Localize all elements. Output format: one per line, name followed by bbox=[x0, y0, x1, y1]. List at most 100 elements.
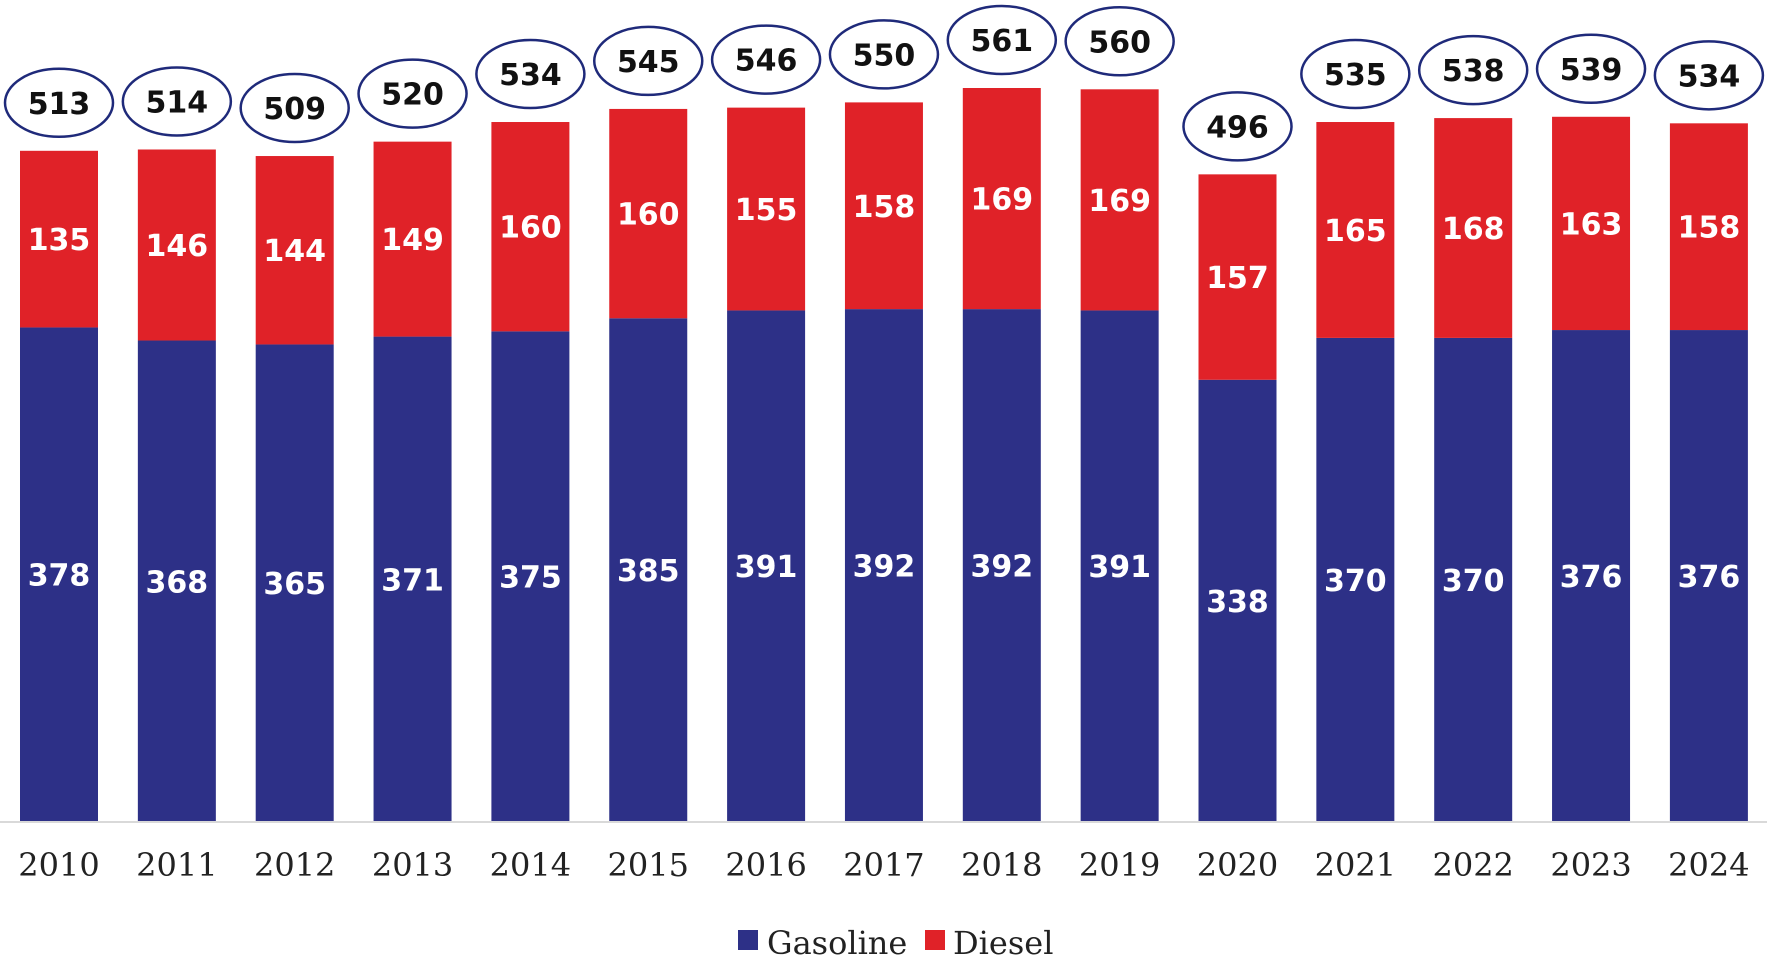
label-diesel-2012: 144 bbox=[263, 234, 326, 269]
total-label-2015: 545 bbox=[617, 45, 680, 80]
bar-gasoline-2019 bbox=[1080, 310, 1159, 822]
x-tick-2013: 2013 bbox=[372, 846, 453, 884]
bar-gasoline-2018 bbox=[962, 309, 1041, 823]
bar-gasoline-2023 bbox=[1552, 330, 1631, 822]
total-label-2017: 550 bbox=[853, 38, 916, 73]
x-tick-2011: 2011 bbox=[136, 846, 217, 884]
x-tick-2023: 2023 bbox=[1550, 846, 1631, 884]
label-gasoline-2020: 338 bbox=[1206, 585, 1269, 620]
label-diesel-2011: 146 bbox=[146, 229, 209, 264]
bar-gasoline-2011 bbox=[137, 340, 216, 822]
total-label-2018: 561 bbox=[970, 24, 1033, 59]
x-tick-2024: 2024 bbox=[1668, 846, 1749, 884]
label-diesel-2022: 168 bbox=[1442, 212, 1505, 247]
label-diesel-2015: 160 bbox=[617, 198, 680, 233]
label-diesel-2020: 157 bbox=[1206, 261, 1269, 296]
x-tick-2015: 2015 bbox=[608, 846, 689, 884]
total-label-2024: 534 bbox=[1678, 59, 1741, 94]
bar-gasoline-2012 bbox=[255, 344, 334, 822]
total-label-2012: 509 bbox=[263, 92, 326, 127]
label-diesel-2019: 169 bbox=[1088, 184, 1151, 219]
x-tick-2022: 2022 bbox=[1432, 846, 1513, 884]
bar-gasoline-2010 bbox=[20, 327, 98, 822]
x-tick-2016: 2016 bbox=[725, 846, 806, 884]
total-oval-2021 bbox=[1300, 38, 1411, 110]
bar-diesel-2013 bbox=[373, 141, 452, 337]
total-label-2014: 534 bbox=[499, 58, 562, 93]
bar-gasoline-2014 bbox=[491, 331, 570, 822]
x-tick-2017: 2017 bbox=[843, 846, 924, 884]
label-gasoline-2010: 378 bbox=[28, 559, 91, 594]
x-tick-2020: 2020 bbox=[1197, 846, 1278, 884]
label-diesel-2014: 160 bbox=[499, 211, 562, 246]
total-oval-2015 bbox=[593, 25, 704, 97]
label-gasoline-2012: 365 bbox=[263, 567, 326, 602]
label-gasoline-2023: 376 bbox=[1560, 560, 1623, 595]
label-gasoline-2018: 392 bbox=[970, 550, 1033, 585]
total-label-2022: 538 bbox=[1442, 54, 1505, 89]
total-label-2011: 514 bbox=[146, 85, 209, 120]
legend-label-gasoline: Gasoline bbox=[767, 924, 907, 962]
total-oval-2020 bbox=[1182, 91, 1293, 162]
legend-label-diesel: Diesel bbox=[953, 924, 1053, 962]
total-oval-2023 bbox=[1535, 33, 1647, 105]
label-diesel-2023: 163 bbox=[1560, 207, 1623, 242]
x-tick-2014: 2014 bbox=[490, 846, 571, 884]
total-oval-2019 bbox=[1064, 6, 1175, 77]
label-diesel-2010: 135 bbox=[28, 223, 91, 258]
total-oval-2012 bbox=[239, 72, 350, 144]
bars-group bbox=[20, 88, 1748, 823]
total-label-2021: 535 bbox=[1324, 58, 1387, 93]
label-diesel-2018: 169 bbox=[970, 183, 1033, 218]
label-diesel-2024: 158 bbox=[1678, 211, 1741, 246]
legend-swatch-diesel bbox=[925, 930, 945, 950]
labels-group: 378 135 513 368 146 514 365 144 509 371 149 520 375 1… bbox=[3, 4, 1765, 620]
x-tick-2010: 2010 bbox=[18, 846, 99, 884]
bar-diesel-2020 bbox=[1198, 174, 1277, 380]
label-gasoline-2019: 391 bbox=[1088, 550, 1151, 585]
bar-gasoline-2015 bbox=[609, 318, 688, 822]
bar-gasoline-2022 bbox=[1434, 337, 1513, 822]
bar-diesel-2016 bbox=[727, 107, 806, 311]
legend: Gasoline Diesel bbox=[738, 924, 1053, 962]
bar-diesel-2021 bbox=[1316, 122, 1395, 338]
total-oval-2010 bbox=[3, 67, 115, 139]
label-diesel-2016: 155 bbox=[735, 193, 798, 228]
x-tick-2018: 2018 bbox=[961, 846, 1042, 884]
bar-gasoline-2013 bbox=[373, 336, 452, 822]
label-gasoline-2015: 385 bbox=[617, 554, 680, 589]
total-oval-2017 bbox=[828, 19, 940, 90]
total-oval-2016 bbox=[710, 24, 822, 95]
total-label-2023: 539 bbox=[1560, 53, 1623, 88]
total-oval-2014 bbox=[475, 38, 586, 110]
x-tick-2019: 2019 bbox=[1079, 846, 1160, 884]
bar-gasoline-2020 bbox=[1198, 379, 1277, 822]
bar-diesel-2019 bbox=[1080, 89, 1159, 311]
bar-gasoline-2024 bbox=[1669, 330, 1748, 822]
label-gasoline-2017: 392 bbox=[853, 550, 916, 585]
bar-diesel-2023 bbox=[1552, 116, 1631, 331]
label-gasoline-2013: 371 bbox=[381, 563, 444, 598]
label-diesel-2021: 165 bbox=[1324, 214, 1387, 249]
total-label-2016: 546 bbox=[735, 44, 798, 79]
x-tick-2012: 2012 bbox=[254, 846, 335, 884]
bar-diesel-2024 bbox=[1669, 123, 1748, 331]
legend-swatch-gasoline bbox=[738, 930, 758, 950]
bar-diesel-2014 bbox=[491, 122, 570, 332]
bar-diesel-2012 bbox=[255, 156, 334, 345]
total-oval-2011 bbox=[121, 66, 233, 137]
total-oval-2018 bbox=[946, 4, 1058, 76]
bar-diesel-2017 bbox=[844, 102, 923, 310]
label-gasoline-2021: 370 bbox=[1324, 564, 1387, 599]
x-axis-ticks: 2010 2011 2012 2013 2014 2015 2016 2017 2018 2019… bbox=[18, 846, 1749, 884]
label-gasoline-2014: 375 bbox=[499, 561, 562, 596]
bar-diesel-2022 bbox=[1434, 118, 1513, 338]
bar-diesel-2018 bbox=[962, 88, 1041, 310]
total-oval-2022 bbox=[1417, 34, 1529, 106]
bar-gasoline-2021 bbox=[1316, 337, 1395, 822]
total-label-2013: 520 bbox=[381, 78, 444, 113]
bar-gasoline-2017 bbox=[844, 309, 923, 823]
total-label-2020: 496 bbox=[1206, 110, 1269, 145]
bar-diesel-2010 bbox=[20, 150, 98, 328]
